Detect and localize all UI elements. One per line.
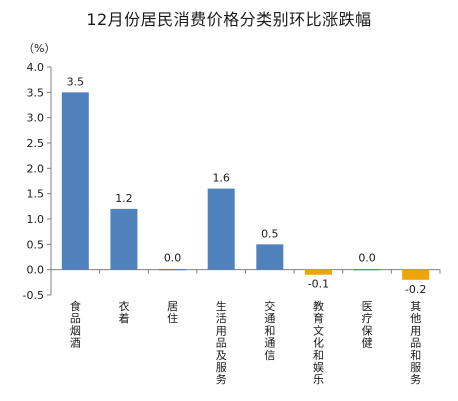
data-label-5: -0.1 (308, 278, 329, 291)
data-label-1: 1.2 (115, 192, 133, 205)
bar-3 (207, 188, 235, 270)
bar-0 (61, 92, 89, 270)
y-tick-label: 2.5 (27, 137, 45, 150)
data-label-7: -0.2 (405, 283, 426, 296)
bar-1 (110, 208, 138, 270)
y-tick-label: 2.0 (27, 162, 45, 175)
bar-2 (159, 269, 187, 271)
y-tick-label: 1.0 (27, 213, 45, 226)
category-label-6: 医疗保健 (362, 300, 373, 350)
data-label-3: 1.6 (212, 172, 230, 185)
y-tick-label: 0.0 (27, 264, 45, 277)
category-label-4: 交通和通信 (264, 299, 275, 362)
y-tick-label: 3.5 (27, 86, 45, 99)
y-tick-label: 4.0 (27, 61, 45, 74)
data-label-6: 0.0 (358, 252, 376, 265)
data-label-4: 0.5 (261, 227, 279, 240)
bar-4 (256, 244, 284, 270)
category-label-3: 生活用品及服务 (216, 299, 227, 386)
category-label-2: 居住 (167, 300, 178, 325)
bars-layer (61, 92, 430, 280)
category-label-7: 其他用品和服务 (410, 300, 421, 386)
axes-layer: 4.0 3.5 3.0 2.5 2.0 1.5 1.0 0.5 0.0 -0.5 (23, 61, 441, 302)
y-tick-label: -0.5 (23, 289, 44, 302)
y-tick-label: 0.5 (27, 238, 45, 251)
bar-7 (402, 269, 430, 280)
y-axis-unit-label: （%） (23, 42, 56, 55)
bar-5 (304, 269, 332, 275)
chart-title: 12月份居民消费价格分类别环比涨跌幅 (86, 10, 372, 29)
category-label-5: 教育文化和娱乐 (313, 300, 324, 386)
y-tick-label: 1.5 (27, 188, 45, 201)
y-tick-label: 3.0 (27, 112, 45, 125)
category-label-1: 衣着 (118, 299, 129, 325)
data-label-2: 0.0 (164, 252, 182, 265)
bar-6 (353, 269, 381, 271)
category-label-0: 食品烟酒 (70, 299, 81, 350)
labels-layer: 3.5 食品烟酒 1.2 衣着 0.0 居住 1.6 生活用品及服务 0.5 交通和通信 -0.1 教… (67, 75, 427, 386)
data-label-0: 3.5 (67, 75, 85, 88)
